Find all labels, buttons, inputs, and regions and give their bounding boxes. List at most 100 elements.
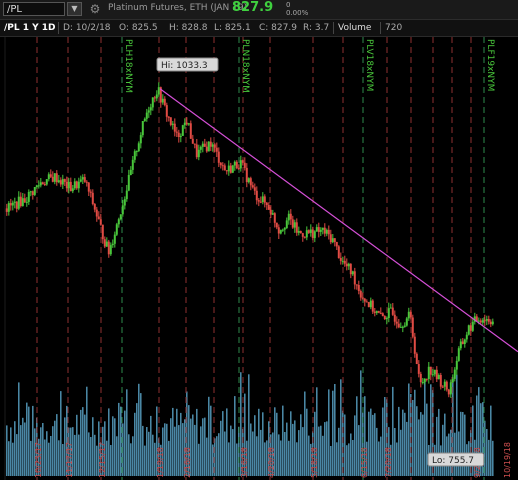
volume-label: Volume (338, 23, 372, 33)
candle-body (441, 386, 444, 388)
candle-body (457, 348, 460, 361)
candle-body (399, 326, 402, 328)
candle-body (471, 321, 474, 331)
candle-body (283, 228, 286, 230)
volume-bar (268, 421, 270, 476)
candle-body (93, 204, 96, 210)
volume-bar (464, 414, 466, 476)
candle-body (343, 260, 346, 264)
price-chart[interactable]: PLH18xNYM PLN18xNYM PLV18xNYM PLF19xNYM 10/2… (0, 37, 518, 480)
volume-bar (220, 420, 222, 476)
volume-bar (136, 403, 138, 476)
volume-bar (22, 417, 24, 476)
candle-body (265, 202, 268, 205)
volume-bar (232, 429, 234, 476)
volume-bar (140, 393, 142, 476)
volume-bar (360, 370, 362, 476)
candle-body (487, 319, 490, 322)
candle-body (87, 182, 90, 192)
candle-body (271, 213, 274, 215)
volume-bar (402, 409, 404, 476)
candle-body (153, 97, 156, 99)
candle-body (221, 165, 224, 167)
candle-body (95, 209, 98, 217)
candle-body (323, 227, 326, 234)
volume-bar (312, 431, 314, 476)
volume-bar (400, 429, 402, 476)
candle-body (427, 366, 430, 379)
candle-body (225, 170, 228, 172)
candle-body (109, 245, 112, 255)
volume-bar (320, 425, 322, 476)
candle-body (411, 317, 414, 337)
volume-bar (188, 405, 190, 476)
volume-bar (204, 417, 206, 476)
gear-icon[interactable]: ⚙ (89, 2, 101, 16)
volume-bar (368, 411, 370, 476)
volume-bar (222, 411, 224, 476)
candle-body (111, 243, 114, 246)
candle-body (235, 161, 238, 169)
volume-bar (62, 444, 64, 476)
candle-body (147, 110, 150, 113)
candle-body (239, 160, 242, 169)
symbol-dropdown-icon[interactable]: ▼ (67, 2, 82, 16)
volume-bar (212, 444, 214, 476)
candle-body (267, 205, 270, 210)
volume-bar (302, 427, 304, 476)
bar-range: R: 3.7 (303, 23, 330, 33)
candle-body (397, 323, 400, 328)
volume-bar (364, 396, 366, 476)
volume-bar (152, 434, 154, 476)
candle-body (27, 192, 30, 202)
candle-body (37, 185, 40, 187)
candle-body (273, 213, 276, 223)
low-price-label: Lo: 755.7 (432, 456, 474, 466)
candle-body (167, 116, 170, 118)
volume-bar (104, 421, 106, 476)
candle-body (383, 316, 386, 319)
candle-body (353, 271, 356, 285)
volume-bar (86, 386, 88, 476)
candle-body (407, 311, 410, 319)
volume-bar (426, 403, 428, 476)
volume-bar (98, 421, 100, 476)
volume-bar (460, 411, 462, 476)
candle-body (379, 312, 382, 314)
volume-bar (236, 443, 238, 476)
volume-bar (200, 426, 202, 476)
volume-bar (412, 400, 414, 476)
high-price-label-box (156, 57, 219, 72)
date-axis-label: 5/18/18 (310, 447, 319, 478)
candle-body (465, 334, 468, 340)
volume-bar (376, 427, 378, 476)
volume-bar (116, 436, 118, 476)
candle-body (69, 181, 72, 192)
volume-bar (114, 418, 116, 476)
candle-body (327, 229, 330, 235)
symbol-input[interactable]: /PL (3, 2, 65, 16)
volume-bar (266, 440, 268, 476)
chart-title[interactable]: /PL 1 Y 1D (4, 23, 56, 33)
candle-body (135, 151, 138, 152)
volume-bar (146, 427, 148, 476)
candle-body (73, 181, 76, 189)
candle-body (43, 184, 46, 185)
volume-bar (284, 432, 286, 476)
volume-bar (354, 415, 356, 476)
candle-body (311, 229, 314, 238)
candle-body (123, 199, 126, 206)
candle-body (347, 263, 350, 267)
volume-bar (230, 425, 232, 476)
candle-body (421, 382, 424, 383)
volume-bar (108, 408, 110, 476)
candle-body (175, 131, 178, 133)
volume-bar (12, 442, 14, 476)
volume-bar (128, 434, 130, 476)
volume-bar (438, 408, 440, 476)
candle-body (41, 182, 44, 184)
candle-body (387, 308, 390, 318)
candle-body (349, 263, 352, 275)
volume-bar (478, 387, 480, 476)
volume-bar (8, 441, 10, 476)
